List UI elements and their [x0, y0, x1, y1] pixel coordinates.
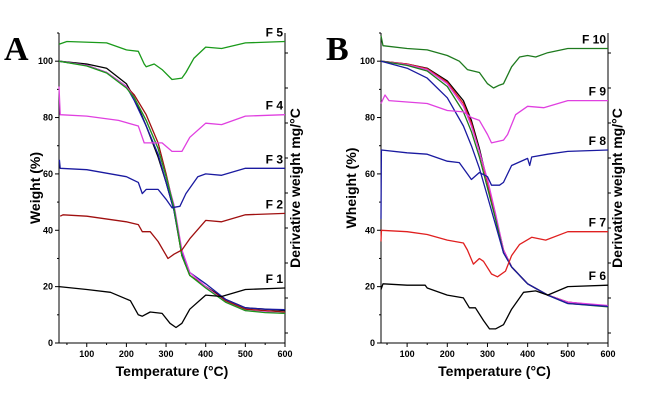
y-axis-label: Wheight (%): [343, 148, 359, 229]
y-tick-label: 60: [365, 169, 375, 179]
tg-curve: [380, 60, 609, 308]
dtg-curve-f10: [380, 35, 608, 89]
y-tick-label: 20: [365, 282, 375, 292]
y-tick-label: 80: [365, 113, 375, 123]
series-label: F 3: [266, 152, 284, 166]
x-tick-label: 300: [159, 349, 174, 359]
series-label: F 2: [266, 197, 284, 211]
tg-curve: [380, 60, 609, 307]
tg-curve: [58, 60, 286, 312]
tg-curve: [380, 60, 609, 308]
tg-curve: [58, 60, 286, 315]
x-tick-label: 500: [238, 349, 253, 359]
series-label: F 1: [266, 272, 284, 286]
panel-letter: A: [4, 31, 29, 68]
y2-axis-label: Derivative weight mg/°C: [287, 108, 303, 268]
series-label: F 7: [589, 216, 607, 230]
dtg-curve-f9: [380, 94, 608, 144]
x-tick-label: 200: [119, 349, 134, 359]
x-tick-label: 600: [277, 349, 292, 359]
x-tick-label: 100: [400, 349, 415, 359]
tg-curve: [58, 60, 286, 313]
y-tick-label: 40: [43, 225, 53, 235]
y-tick-label: 100: [38, 56, 53, 66]
x-axis-label: Temperature (°C): [438, 363, 551, 379]
series-label: F 4: [266, 99, 284, 113]
series-label: F 10: [582, 33, 606, 47]
tg-curve: [58, 60, 286, 315]
dtg-curve-f2: [59, 212, 286, 260]
tg-curve: [58, 60, 286, 311]
dtg-curve-f7: [380, 229, 608, 278]
series-label: F 8: [589, 134, 607, 148]
series-label: F 9: [589, 85, 607, 99]
y-tick-label: 100: [360, 56, 375, 66]
panel-letter: B: [326, 31, 349, 68]
dtg-curve-f1: [58, 285, 286, 329]
x-tick-label: 400: [198, 349, 213, 359]
x-axis-label: Temperature (°C): [116, 363, 229, 379]
x-tick-label: 200: [440, 349, 455, 359]
x-tick-label: 600: [600, 349, 615, 359]
dtg-curve-f6: [380, 283, 609, 330]
dtg-curve-f8: [380, 149, 609, 220]
x-tick-label: 300: [480, 349, 495, 359]
x-tick-label: 100: [79, 349, 94, 359]
x-tick-label: 400: [520, 349, 535, 359]
y-axis-label: Weight (%): [27, 152, 43, 224]
dtg-curve-f5: [58, 40, 286, 81]
series-label: F 6: [589, 269, 607, 283]
y-tick-label: 0: [370, 338, 375, 348]
x-tick-label: 500: [560, 349, 575, 359]
series-label: F 5: [266, 25, 284, 39]
panel-B: B 100 200 300 400 500 600 0 20 40 60 80 100 Temperatu…: [326, 31, 625, 379]
tg-curve: [380, 60, 609, 308]
y-tick-label: 60: [43, 169, 53, 179]
dtg-curve-f4: [58, 86, 286, 153]
tg-curve: [380, 60, 609, 308]
y-tick-label: 40: [365, 225, 375, 235]
y-tick-label: 20: [43, 282, 53, 292]
y2-axis-label: Derivative weight mg/°C: [609, 108, 625, 268]
y-tick-label: 80: [43, 113, 53, 123]
y-tick-label: 0: [48, 338, 53, 348]
panel-A: A 100 200 300 400 500 600 0 20 40 60 80 100 Temperatu…: [4, 25, 303, 379]
dtg-curve-f3: [58, 159, 285, 209]
